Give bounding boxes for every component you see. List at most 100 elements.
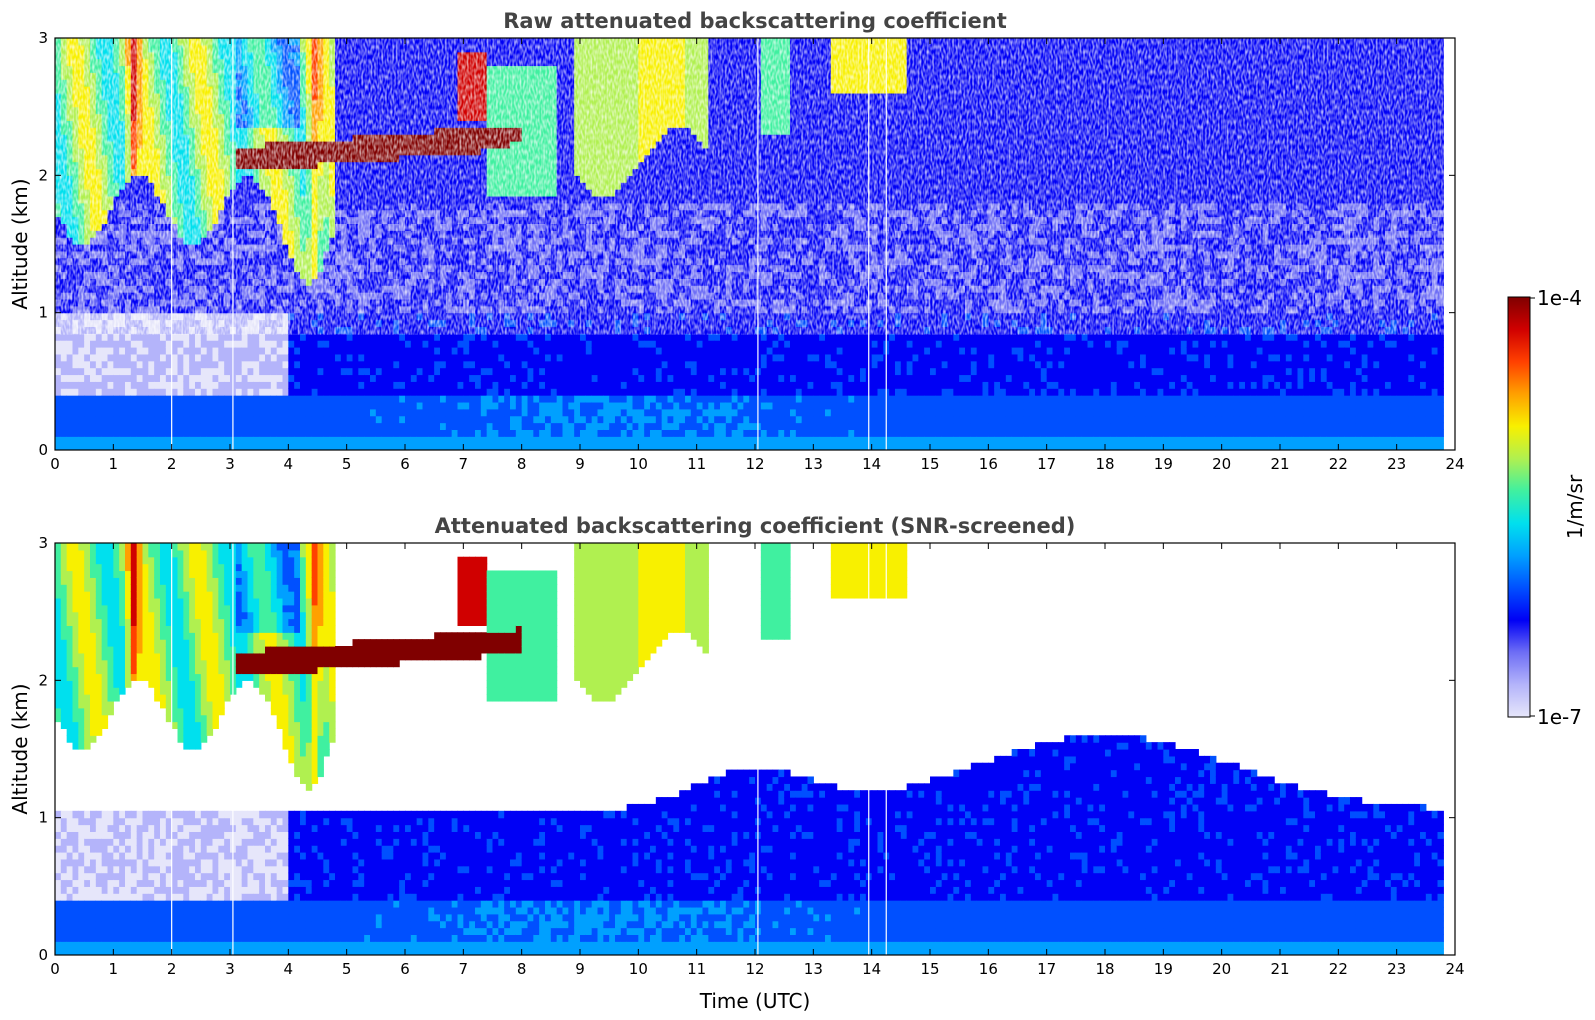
heatmap-cell bbox=[445, 353, 453, 362]
heatmap-cell bbox=[300, 347, 307, 355]
heatmap-cell bbox=[300, 408, 307, 417]
heatmap-cell bbox=[60, 374, 68, 382]
heatmap-cell bbox=[358, 395, 365, 403]
heatmap-cell bbox=[171, 388, 179, 396]
heatmap-cell bbox=[294, 429, 301, 437]
heatmap-cell bbox=[422, 395, 429, 403]
heatmap-cell bbox=[457, 367, 464, 376]
heatmap-cell bbox=[72, 340, 79, 348]
heatmap-cell bbox=[498, 340, 505, 348]
heatmap-cell bbox=[352, 429, 359, 437]
heatmap-cell bbox=[142, 388, 149, 396]
heatmap-cell bbox=[335, 353, 342, 362]
heatmap-cell bbox=[101, 367, 109, 376]
heatmap-cell bbox=[165, 360, 173, 369]
heatmap-cell bbox=[515, 429, 523, 437]
heatmap-cell bbox=[340, 353, 348, 362]
heatmap-cell bbox=[410, 340, 418, 348]
heatmap-cell bbox=[224, 443, 231, 450]
heatmap-cell bbox=[212, 443, 219, 450]
heatmap-cell bbox=[405, 422, 412, 430]
heatmap-cell bbox=[107, 395, 114, 403]
heatmap-cell bbox=[393, 408, 400, 417]
heatmap-cell bbox=[387, 443, 394, 450]
heatmap-cell bbox=[130, 367, 138, 376]
heatmap-cell bbox=[469, 381, 476, 389]
heatmap-cell bbox=[451, 443, 459, 450]
heatmap-cell bbox=[463, 333, 470, 341]
heatmap-cell bbox=[428, 381, 435, 389]
heatmap-cell bbox=[364, 436, 371, 444]
heatmap-cell bbox=[305, 367, 313, 376]
heatmap-cell bbox=[346, 422, 354, 430]
heatmap-cell bbox=[270, 436, 278, 444]
heatmap-cell bbox=[200, 401, 208, 410]
heatmap-cell bbox=[428, 367, 435, 376]
heatmap-cell bbox=[346, 333, 354, 341]
heatmap-cell bbox=[95, 367, 103, 376]
heatmap-cell bbox=[527, 340, 534, 348]
heatmap-cell bbox=[101, 388, 109, 396]
heatmap-cell bbox=[300, 353, 307, 362]
heatmap-cell bbox=[119, 429, 126, 437]
heatmap-cell bbox=[224, 353, 231, 362]
heatmap-cell bbox=[247, 415, 254, 424]
heatmap-cell bbox=[66, 443, 74, 450]
heatmap-cell bbox=[305, 443, 313, 450]
heatmap-cell bbox=[416, 353, 424, 362]
heatmap-cell bbox=[521, 367, 529, 376]
heatmap-cell bbox=[259, 374, 266, 382]
heatmap-cell bbox=[521, 340, 529, 348]
heatmap-cell bbox=[451, 374, 459, 382]
heatmap-cell bbox=[235, 374, 243, 382]
heatmap-cell bbox=[375, 443, 383, 450]
heatmap-cell bbox=[399, 401, 406, 410]
heatmap-cell bbox=[241, 347, 249, 355]
heatmap-cell bbox=[136, 395, 144, 403]
heatmap-cell bbox=[463, 360, 470, 369]
heatmap-cell bbox=[387, 401, 394, 410]
heatmap-cell bbox=[410, 443, 418, 450]
heatmap-cell bbox=[527, 360, 534, 369]
heatmap-cell bbox=[107, 408, 114, 417]
heatmap-cell bbox=[416, 408, 424, 417]
heatmap-cell bbox=[60, 401, 68, 410]
heatmap-cell bbox=[335, 347, 342, 355]
heatmap-cell bbox=[270, 401, 278, 410]
heatmap-cell bbox=[253, 353, 260, 362]
heatmap-cell bbox=[504, 395, 511, 403]
heatmap-cell bbox=[323, 381, 330, 389]
heatmap-cell bbox=[253, 333, 260, 341]
heatmap-cell bbox=[393, 347, 400, 355]
heatmap-cell bbox=[259, 353, 266, 362]
heatmap-cell bbox=[300, 381, 307, 389]
heatmap-cell bbox=[235, 401, 243, 410]
heatmap-cell bbox=[119, 367, 126, 376]
heatmap-cell bbox=[78, 408, 85, 417]
heatmap-cell bbox=[282, 353, 289, 362]
heatmap-cell bbox=[55, 395, 62, 403]
heatmap-cell bbox=[241, 374, 249, 382]
heatmap-cell bbox=[270, 408, 278, 417]
heatmap-cell bbox=[189, 408, 196, 417]
heatmap-cell bbox=[72, 415, 79, 424]
heatmap-cell bbox=[119, 340, 126, 348]
heatmap-cell bbox=[55, 347, 62, 355]
heatmap-cell bbox=[440, 374, 447, 382]
heatmap-cell bbox=[107, 422, 114, 430]
heatmap-cell bbox=[154, 367, 161, 376]
heatmap-cell bbox=[125, 443, 132, 450]
heatmap-cell bbox=[195, 436, 202, 444]
heatmap-cell bbox=[247, 360, 254, 369]
heatmap-cell bbox=[381, 333, 389, 341]
heatmap-cell bbox=[136, 367, 144, 376]
heatmap-cell bbox=[317, 340, 324, 348]
heatmap-cell bbox=[539, 422, 546, 430]
heatmap-cell bbox=[358, 401, 365, 410]
heatmap-cell bbox=[381, 353, 389, 362]
heatmap-cell bbox=[113, 395, 120, 403]
heatmap-cell bbox=[276, 347, 284, 355]
heatmap-cell bbox=[521, 347, 529, 355]
heatmap-cell bbox=[445, 443, 453, 450]
heatmap-cell bbox=[340, 415, 348, 424]
